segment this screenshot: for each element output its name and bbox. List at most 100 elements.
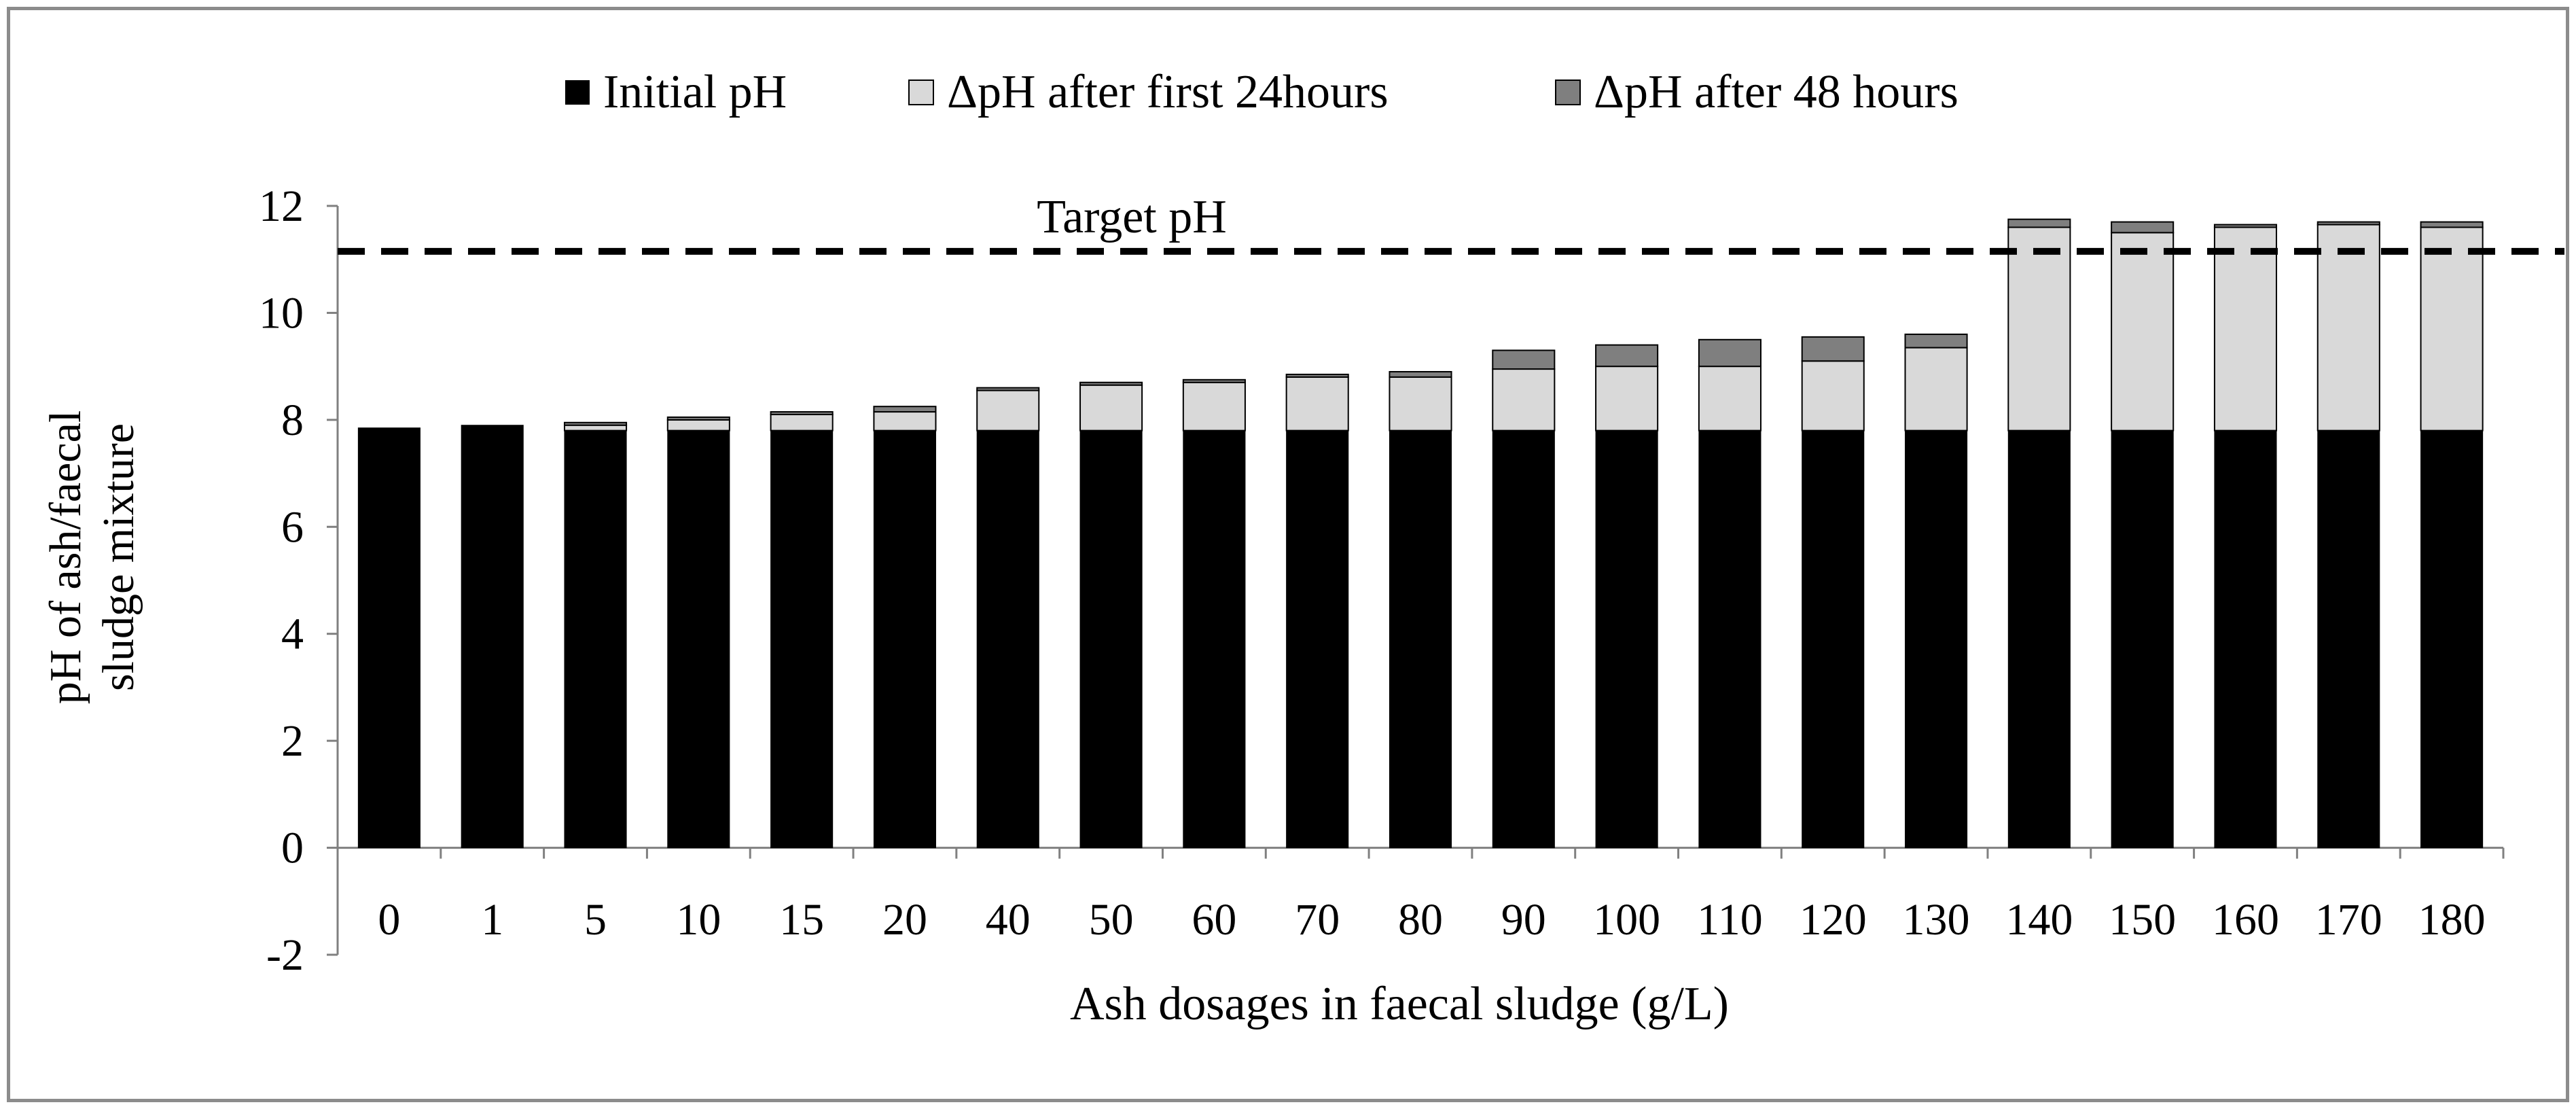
- bar-segment-initial-ph-10: [667, 430, 730, 849]
- bar-segment-initial-ph-20: [873, 430, 936, 849]
- x-tick-label: 180: [2418, 895, 2486, 945]
- x-tick-label: 0: [378, 895, 400, 945]
- bar-segment-initial-ph-120: [1802, 430, 1865, 849]
- bar-segment-delta-48h-150: [2111, 221, 2175, 234]
- x-tick-label: 170: [2315, 895, 2382, 945]
- bar-segment-delta-48h-15: [770, 411, 834, 415]
- bar-segment-delta-48h-80: [1389, 371, 1452, 378]
- x-tick-label: 20: [882, 895, 927, 945]
- bar-segment-delta-48h-70: [1285, 373, 1349, 378]
- target-line-group: Target pH: [338, 191, 2564, 255]
- bar-segment-delta-48h-120: [1801, 336, 1865, 362]
- target-line-label: Target pH: [1037, 191, 1227, 243]
- x-tick-label: 130: [1903, 895, 1970, 945]
- bar-segment-delta-24h-140: [2007, 226, 2071, 432]
- x-tick-label: 10: [676, 895, 721, 945]
- y-tick-label: 4: [281, 610, 304, 659]
- x-tick-label: 40: [986, 895, 1031, 945]
- x-axis-title: Ash dosages in faecal sludge (g/L): [1070, 978, 1729, 1030]
- bar-segment-initial-ph-140: [2007, 430, 2071, 849]
- y-tick-label: 8: [281, 395, 304, 445]
- x-tick-label: 1: [481, 895, 503, 945]
- y-tick-label: 0: [281, 824, 304, 873]
- bar-segment-delta-24h-150: [2111, 232, 2175, 432]
- legend-label-delta-24h: ΔpH after first 24hours: [947, 66, 1389, 118]
- bar-segment-initial-ph-80: [1389, 430, 1452, 849]
- bar-segment-delta-48h-20: [873, 406, 937, 413]
- bar-segment-initial-ph-60: [1183, 430, 1246, 849]
- x-tick-label: 15: [779, 895, 824, 945]
- y-tick-label: 6: [281, 502, 304, 552]
- bar-segment-initial-ph-1: [461, 425, 524, 849]
- y-tick-label: 12: [259, 181, 304, 231]
- bar-segment-delta-48h-60: [1182, 379, 1246, 383]
- x-tick-label: 5: [584, 895, 607, 945]
- bar-segment-delta-48h-160: [2213, 224, 2278, 228]
- x-tick-label: 90: [1501, 895, 1546, 945]
- bar-segment-initial-ph-160: [2214, 430, 2277, 849]
- bar-segment-delta-48h-170: [2316, 221, 2380, 226]
- bar-segment-delta-48h-110: [1698, 338, 1761, 368]
- y-tick-label: -2: [266, 930, 304, 980]
- y-axis-title: pH of ash/faecal sludge mixture: [41, 410, 143, 704]
- bar-segment-delta-24h-170: [2316, 224, 2380, 432]
- bar-segment-initial-ph-110: [1698, 430, 1761, 849]
- bar-segment-initial-ph-70: [1286, 430, 1349, 849]
- bar-segment-delta-24h-5: [563, 424, 628, 432]
- bar-segment-delta-24h-100: [1595, 366, 1659, 432]
- bar-segment-delta-48h-40: [976, 387, 1040, 391]
- x-tick-label: 100: [1593, 895, 1660, 945]
- bar-segment-delta-24h-10: [666, 419, 730, 432]
- bar-segment-delta-48h-10: [666, 416, 730, 421]
- bar-segment-delta-48h-90: [1492, 349, 1556, 370]
- legend-swatch-initial-ph: [565, 80, 590, 105]
- bar-segment-delta-24h-110: [1698, 366, 1761, 432]
- bar-segment-initial-ph-40: [976, 430, 1039, 849]
- x-tick-label: 70: [1295, 895, 1340, 945]
- x-tick-label: 50: [1089, 895, 1134, 945]
- x-tick-label: 160: [2212, 895, 2279, 945]
- x-tick-label: 80: [1398, 895, 1443, 945]
- bar-segment-initial-ph-5: [564, 430, 627, 849]
- bar-segment-initial-ph-170: [2317, 430, 2380, 849]
- bar-segment-delta-48h-100: [1595, 344, 1659, 368]
- bar-segment-delta-24h-120: [1801, 360, 1865, 432]
- x-tick-label: 60: [1192, 895, 1236, 945]
- bar-segment-initial-ph-180: [2420, 430, 2484, 849]
- y-axis-title-line-2: sludge mixture: [94, 423, 143, 691]
- bar-segment-initial-ph-50: [1079, 430, 1143, 849]
- bar-segment-delta-24h-50: [1079, 384, 1143, 432]
- bar-segment-delta-24h-180: [2420, 226, 2484, 432]
- bar-segment-initial-ph-15: [770, 430, 834, 849]
- bar-segment-delta-48h-5: [563, 421, 628, 426]
- y-tick-label: 2: [281, 716, 304, 766]
- bar-segment-delta-24h-15: [770, 413, 834, 432]
- bar-segment-delta-48h-130: [1904, 333, 1968, 349]
- bar-segment-initial-ph-90: [1492, 430, 1555, 849]
- legend-swatch-delta-48h: [1555, 80, 1581, 105]
- bar-segment-delta-48h-50: [1079, 381, 1143, 386]
- bar-segment-delta-24h-80: [1389, 376, 1452, 432]
- bars: [357, 218, 2484, 849]
- bar-segment-delta-48h-140: [2007, 218, 2071, 228]
- x-tick-label: 140: [2005, 895, 2073, 945]
- x-tick-label: 120: [1800, 895, 1867, 945]
- y-tick-label: 10: [259, 288, 304, 338]
- x-tick-label: 110: [1697, 895, 1763, 945]
- bar-segment-delta-24h-20: [873, 411, 937, 432]
- bar-segment-initial-ph-150: [2111, 430, 2174, 849]
- bar-segment-delta-24h-130: [1904, 347, 1968, 432]
- legend-label-initial-ph: Initial pH: [603, 66, 787, 118]
- bar-segment-initial-ph-100: [1595, 430, 1658, 849]
- bar-segment-delta-24h-60: [1182, 381, 1246, 432]
- bar-segment-delta-24h-40: [976, 389, 1040, 432]
- bar-segment-delta-48h-180: [2420, 221, 2484, 228]
- bar-segment-initial-ph-0: [357, 427, 421, 849]
- bar-segment-delta-24h-160: [2213, 226, 2278, 432]
- y-axis-title-line-1: pH of ash/faecal: [41, 410, 90, 704]
- legend-swatch-delta-24h: [908, 80, 934, 105]
- x-tick-label: 150: [2109, 895, 2176, 945]
- bar-segment-delta-24h-70: [1285, 376, 1349, 432]
